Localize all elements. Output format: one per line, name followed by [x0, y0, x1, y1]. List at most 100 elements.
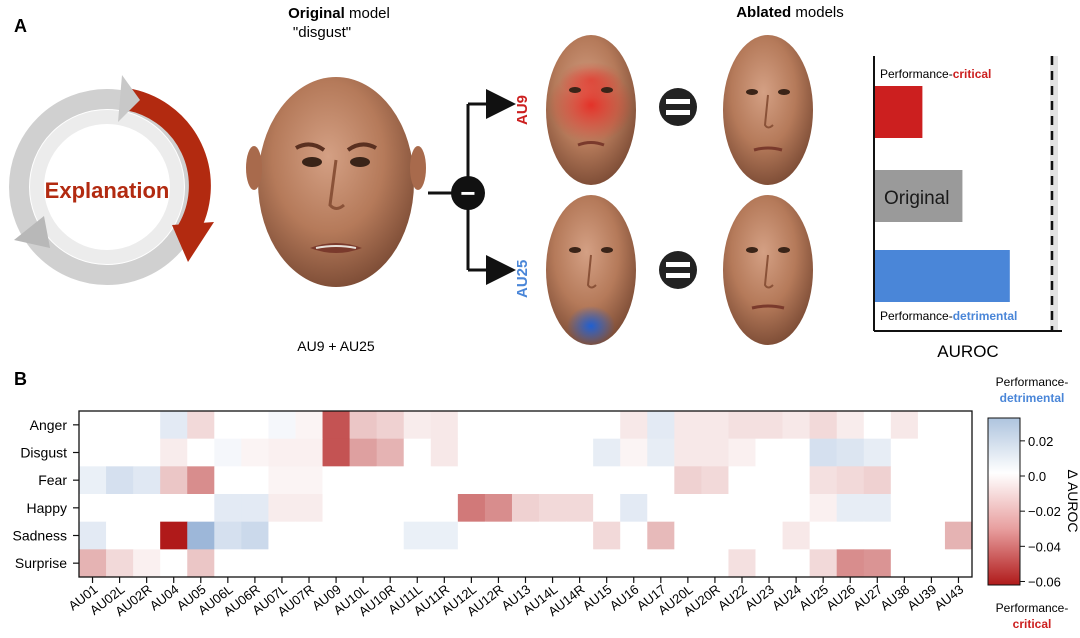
heatmap-column-labels: AU01AU02LAU02RAU04AU05AU06LAU06RAU07LAU0…: [66, 577, 966, 619]
heatmap-cell: [133, 549, 161, 578]
row-label: Sadness: [13, 528, 67, 544]
heatmap-cell: [430, 411, 459, 440]
heatmap-cell: [106, 494, 134, 523]
heatmap-cell: [214, 521, 242, 550]
heatmap-cell: [674, 466, 702, 495]
heatmap-cell: [917, 494, 946, 523]
heatmap-cell: [484, 466, 513, 495]
heatmap-cell: [701, 521, 729, 550]
heatmap-cell: [863, 466, 892, 495]
heatmap-cell: [214, 549, 242, 578]
heatmap-cell: [539, 494, 567, 523]
original-caption: AU9 + AU25: [297, 338, 375, 354]
heatmap-cell: [322, 549, 351, 578]
heatmap-cell: [349, 494, 378, 523]
heatmap-cell: [728, 521, 756, 550]
heatmap-cell: [701, 466, 729, 495]
heatmap-cell: [566, 411, 594, 440]
column-label: AU22: [715, 582, 750, 614]
heatmap-cell: [944, 466, 973, 495]
bar-detrimental: [875, 250, 1010, 302]
original-model-title: Original model: [288, 5, 390, 22]
heatmap-cell: [917, 438, 946, 467]
heatmap-cell: [430, 521, 459, 550]
heatmap-cell: [593, 438, 621, 467]
heatmap-cell: [106, 549, 134, 578]
heatmap-cell: [457, 466, 486, 495]
heatmap-cell: [701, 438, 729, 467]
heatmap-cell: [674, 494, 702, 523]
heatmap-cell: [755, 521, 783, 550]
colorbar-tick-label: 0.02: [1028, 434, 1053, 449]
colorbar: 0.02 0.0 −0.02 −0.04 −0.06 Δ AUROC Performan…: [987, 375, 1080, 631]
heatmap-cell: [403, 438, 432, 467]
heatmap-cell: [782, 411, 811, 440]
heatmap-cell: [241, 411, 269, 440]
heatmap-cell: [917, 466, 946, 495]
heatmap-cell: [295, 549, 323, 578]
heatmap-cell: [674, 549, 702, 578]
row-label: Fear: [38, 472, 67, 488]
heatmap-cell: [133, 494, 161, 523]
heatmap-cell: [593, 549, 621, 578]
heatmap-cell: [322, 466, 351, 495]
heatmap-cell: [214, 494, 242, 523]
heatmap-cell: [457, 411, 486, 440]
heatmap-cell: [295, 521, 323, 550]
heatmap-cell: [187, 494, 215, 523]
heatmap-cell: [728, 494, 756, 523]
column-label: AU24: [769, 582, 804, 614]
heatmap-cell: [728, 466, 756, 495]
bar-original: [875, 170, 963, 222]
heatmap-cell: [944, 411, 973, 440]
heatmap-cell: [241, 466, 269, 495]
heatmap-cell: [376, 411, 405, 440]
heatmap-cell: [430, 494, 459, 523]
heatmap-cell: [917, 411, 946, 440]
explanation-text: Explanation: [45, 178, 170, 203]
column-label: AU15: [580, 582, 615, 614]
panel-b-label: B: [14, 369, 27, 389]
heatmap-cell: [268, 411, 296, 440]
column-label: AU16: [607, 582, 642, 614]
minus-badge: [451, 176, 485, 210]
heatmap-cell: [376, 494, 405, 523]
heatmap-cell: [349, 549, 378, 578]
heatmap-cell: [187, 411, 215, 440]
heatmap-row-labels: Anger Disgust Fear Happy Sadness Surprise: [13, 417, 79, 571]
heatmap-cell: [484, 521, 513, 550]
heatmap-cell: [701, 549, 729, 578]
heatmap-cell: [755, 411, 783, 440]
reference-band: [1050, 56, 1058, 331]
heatmap-cell: [79, 411, 107, 440]
heatmap-cell: [214, 438, 242, 467]
panel-a-label: A: [14, 16, 27, 36]
heatmap-cell: [620, 411, 648, 440]
heatmap-cell: [728, 549, 756, 578]
heatmap-cell: [106, 466, 134, 495]
heatmap-cell: [539, 466, 567, 495]
heatmap-cell: [620, 494, 648, 523]
heatmap-cell: [79, 549, 107, 578]
heatmap-cell: [863, 411, 892, 440]
heatmap-cell: [79, 438, 107, 467]
heatmap-cell: [322, 438, 351, 467]
heatmap-cell: [403, 549, 432, 578]
column-label: AU04: [147, 582, 182, 614]
heatmap-cell: [944, 438, 973, 467]
heatmap-cell: [917, 521, 946, 550]
colorbar-gradient: [987, 417, 1021, 586]
heatmap-cell: [890, 466, 919, 495]
heatmap-cell: [890, 438, 919, 467]
heatmap-cell: [809, 466, 838, 495]
heatmap-cell: [133, 466, 161, 495]
heatmap-cell: [566, 494, 594, 523]
heatmap-cell: [782, 521, 811, 550]
auroc-bar-chart: Performance-critical Original Performanc…: [873, 56, 1062, 361]
heatmap-cell: [106, 521, 134, 550]
heatmap-cell: [322, 411, 351, 440]
explanation-cycle: Explanation: [9, 75, 214, 285]
heatmap-cell: [322, 521, 351, 550]
heatmap-cell: [349, 438, 378, 467]
heatmap-cell: [214, 411, 242, 440]
